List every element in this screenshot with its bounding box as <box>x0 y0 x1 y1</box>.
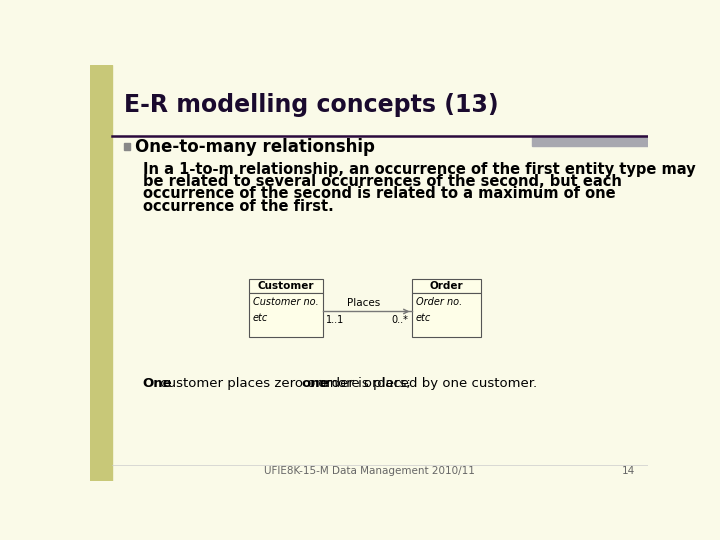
Text: Places: Places <box>347 299 381 308</box>
Text: customer places zero or more orders;: customer places zero or more orders; <box>156 377 415 390</box>
Text: occurrence of the first.: occurrence of the first. <box>143 199 333 214</box>
Text: one: one <box>301 377 328 390</box>
Text: E-R modelling concepts (13): E-R modelling concepts (13) <box>124 93 499 117</box>
Text: be related to several occurrences of the second, but each: be related to several occurrences of the… <box>143 174 621 189</box>
Text: occurrence of the second is related to a maximum of one: occurrence of the second is related to a… <box>143 186 616 201</box>
Text: In a 1-to-m relationship, an occurrence of the first entity type may: In a 1-to-m relationship, an occurrence … <box>143 162 696 177</box>
Bar <box>124 143 130 150</box>
Bar <box>90 65 112 481</box>
Text: Customer: Customer <box>258 281 314 291</box>
Bar <box>412 293 482 338</box>
Text: 0..*: 0..* <box>391 315 408 325</box>
Text: Order no.
etc: Order no. etc <box>415 298 462 323</box>
Text: One-to-many relationship: One-to-many relationship <box>135 138 375 156</box>
Bar <box>249 279 323 293</box>
Text: UFIE8K-15-M Data Management 2010/11: UFIE8K-15-M Data Management 2010/11 <box>264 467 474 476</box>
Text: Customer no.
etc: Customer no. etc <box>253 298 318 323</box>
Text: 1..1: 1..1 <box>326 315 345 325</box>
Text: Order: Order <box>430 281 463 291</box>
Text: One: One <box>143 377 172 390</box>
Text: order is placed by one customer.: order is placed by one customer. <box>314 377 537 390</box>
Bar <box>412 279 482 293</box>
Bar <box>249 293 323 338</box>
Text: 14: 14 <box>622 467 635 476</box>
Bar <box>532 136 648 146</box>
